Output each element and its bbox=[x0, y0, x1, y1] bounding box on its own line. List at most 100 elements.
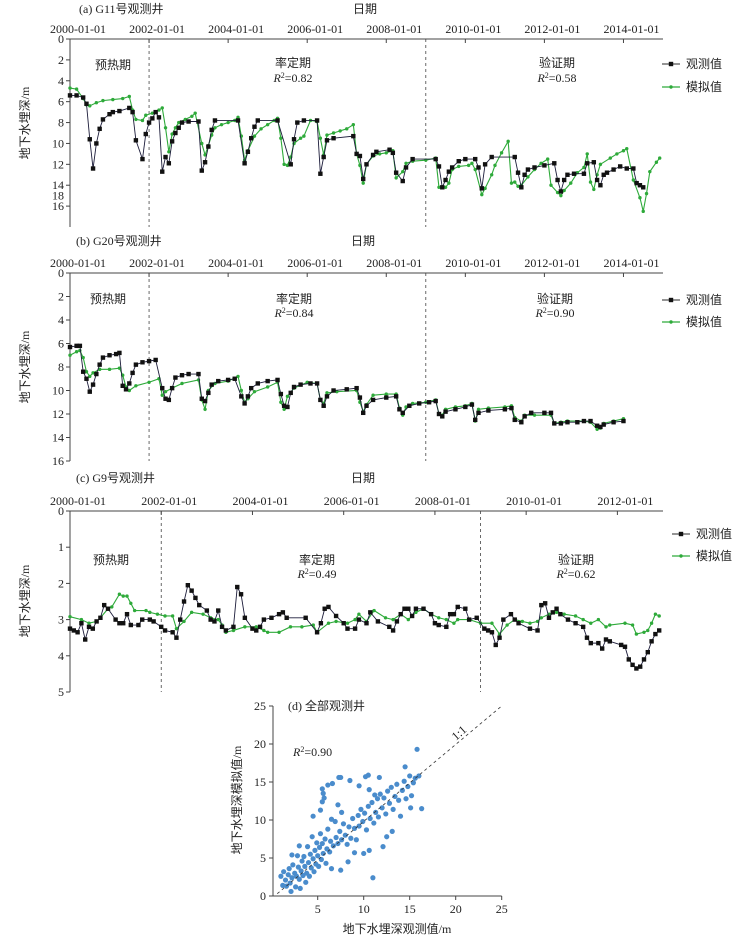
scatter-point bbox=[322, 836, 328, 842]
r2-value: =0.90 bbox=[547, 306, 575, 320]
legend-simulated-label: 模拟值 bbox=[686, 314, 722, 329]
simulated-marker bbox=[414, 610, 418, 615]
observed-series bbox=[67, 343, 626, 430]
simulated-marker bbox=[282, 407, 286, 411]
observed-marker bbox=[588, 418, 593, 424]
observed-marker bbox=[242, 161, 247, 166]
observed-marker bbox=[159, 624, 164, 630]
simulated-marker bbox=[265, 385, 270, 389]
x-tick-label: 2012-01-01 bbox=[597, 494, 653, 508]
observed-marker bbox=[571, 171, 577, 176]
scatter-point bbox=[282, 877, 289, 883]
observed-marker bbox=[443, 177, 448, 183]
observed-marker bbox=[440, 414, 445, 419]
simulated-marker bbox=[74, 87, 79, 91]
legend-simulated-label: 模拟值 bbox=[696, 548, 732, 563]
y-tick-label: 3 bbox=[58, 613, 64, 627]
simulated-marker bbox=[163, 389, 168, 394]
observed-marker bbox=[515, 170, 521, 175]
observed-marker bbox=[542, 163, 547, 168]
scatter-point bbox=[335, 840, 341, 847]
scatter-point bbox=[304, 844, 311, 850]
x-axis-label: 日期 bbox=[351, 234, 375, 248]
observed-marker bbox=[552, 161, 557, 166]
legend-simulated-label: 模拟值 bbox=[686, 79, 722, 94]
observed-marker bbox=[546, 615, 552, 620]
observed-marker bbox=[384, 395, 389, 400]
y-tick-label: 15 bbox=[254, 775, 266, 789]
observed-marker bbox=[624, 166, 629, 171]
observed-marker bbox=[174, 635, 179, 640]
simulated-marker bbox=[117, 366, 122, 370]
observed-marker bbox=[219, 624, 225, 630]
period-label-warmup: 预热期 bbox=[90, 292, 126, 306]
period-label-validation: 验证期 bbox=[537, 291, 573, 306]
observed-marker bbox=[102, 602, 107, 608]
simulated-marker bbox=[490, 621, 494, 625]
observed-marker bbox=[209, 382, 214, 387]
simulated-marker bbox=[94, 101, 99, 105]
observed-marker bbox=[235, 118, 241, 123]
observed-marker bbox=[173, 130, 178, 136]
observed-marker bbox=[393, 394, 399, 399]
observed-marker bbox=[370, 397, 376, 403]
simulated-marker bbox=[493, 163, 497, 168]
observed-marker bbox=[596, 640, 601, 646]
observed-marker bbox=[179, 373, 185, 378]
simulated-marker bbox=[653, 612, 658, 616]
r2-symbol: R bbox=[296, 567, 305, 581]
simulated-marker bbox=[279, 136, 283, 140]
simulated-marker bbox=[74, 350, 79, 354]
simulated-marker bbox=[526, 175, 530, 179]
r2-exponent: 2 bbox=[300, 745, 304, 754]
simulated-marker bbox=[325, 133, 329, 137]
simulated-marker bbox=[121, 96, 125, 101]
simulated-marker bbox=[87, 621, 91, 625]
scatter-point bbox=[328, 866, 335, 872]
scatter-point bbox=[297, 885, 303, 892]
observed-marker bbox=[598, 183, 603, 188]
simulated-marker bbox=[573, 614, 578, 618]
observed-marker bbox=[284, 615, 289, 620]
scatter-point bbox=[385, 788, 391, 794]
scatter-point bbox=[376, 774, 382, 781]
simulated-marker bbox=[444, 617, 449, 622]
scatter-point bbox=[339, 809, 345, 816]
scatter-point bbox=[394, 781, 400, 787]
observed-marker bbox=[117, 350, 122, 356]
observed-marker bbox=[186, 371, 191, 377]
x-tick-label: 10 bbox=[358, 902, 370, 916]
simulated-marker bbox=[549, 183, 553, 187]
observed-marker bbox=[110, 109, 116, 115]
simulated-marker bbox=[298, 136, 303, 140]
observed-marker bbox=[617, 164, 623, 169]
scatter-point bbox=[309, 834, 315, 840]
scatter-point bbox=[356, 783, 362, 789]
observed-marker bbox=[588, 640, 593, 646]
x-tick-label: 2006-01-01 bbox=[324, 494, 380, 508]
observed-marker bbox=[298, 382, 303, 387]
observed-marker bbox=[581, 171, 587, 176]
scatter-point bbox=[338, 774, 344, 781]
scatter-point bbox=[408, 805, 414, 811]
simulated-marker bbox=[285, 163, 290, 168]
simulated-marker bbox=[351, 122, 356, 127]
observed-marker bbox=[252, 124, 257, 129]
observed-marker bbox=[212, 118, 218, 123]
observed-marker bbox=[630, 662, 635, 668]
simulated-marker bbox=[615, 152, 619, 156]
y-tick-label: 0 bbox=[58, 504, 64, 518]
simulated-marker bbox=[394, 176, 398, 180]
scatter-point bbox=[316, 863, 322, 869]
observed-marker bbox=[124, 611, 130, 617]
simulated-marker bbox=[279, 400, 283, 404]
simulated-marker bbox=[107, 367, 112, 372]
observed-marker bbox=[254, 628, 259, 633]
simulated-marker bbox=[147, 380, 151, 384]
simulated-marker bbox=[604, 625, 608, 629]
observed-marker bbox=[147, 617, 153, 622]
observed-marker bbox=[257, 624, 263, 630]
simulated-marker bbox=[226, 120, 230, 125]
simulated-marker bbox=[608, 156, 612, 160]
simulated-marker bbox=[125, 594, 129, 598]
